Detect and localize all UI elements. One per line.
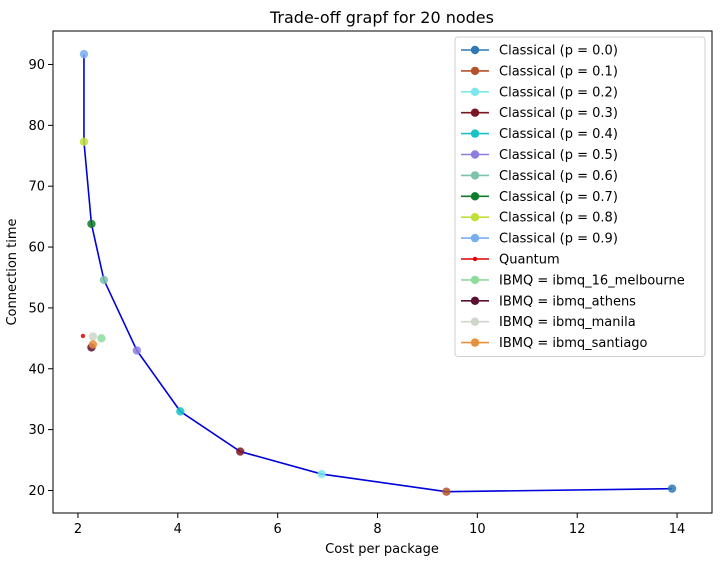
legend-label-5: Classical (p = 0.5) — [499, 148, 618, 163]
y-axis-label: Connection time — [5, 218, 20, 325]
legend-label-3: Classical (p = 0.3) — [499, 106, 618, 121]
legend-marker-14 — [470, 338, 480, 347]
legend-marker-10 — [472, 256, 478, 262]
data-point-2-0 — [317, 469, 326, 479]
data-point-8-0 — [79, 137, 89, 146]
axes-frame — [52, 30, 713, 514]
legend-label-1: Classical (p = 0.1) — [499, 64, 618, 79]
chart-title: Trade-off grapf for 20 nodes — [269, 8, 494, 27]
data-point-4-0 — [176, 407, 185, 416]
x-tick-label-4: 10 — [469, 522, 486, 537]
legend: Classical (p = 0.0) Classical (p = 0.1) Cl… — [454, 36, 706, 357]
data-point-13-0 — [88, 332, 98, 341]
legend-marker-9 — [470, 233, 480, 243]
x-tick-label-6: 14 — [669, 522, 686, 537]
legend-marker-6 — [470, 171, 480, 180]
y-tick-label-4: 60 — [28, 241, 45, 256]
data-point-0-0 — [667, 484, 677, 493]
y-tick-label-1: 30 — [28, 423, 45, 438]
legend-marker-11 — [470, 275, 480, 285]
data-point-1-0 — [442, 487, 451, 496]
y-tick-label-6: 80 — [28, 119, 45, 134]
axis-ticks: 2 4 6 8 10 12 14 20 30 40 50 60 70 80 90 — [28, 58, 685, 537]
legend-marker-0 — [470, 45, 480, 55]
data-point-6-0 — [99, 275, 109, 285]
legend-label-10: Quantum — [499, 253, 560, 268]
legend-marker-5 — [470, 150, 480, 159]
x-tick-label-0: 2 — [74, 522, 82, 537]
legend-label-8: Classical (p = 0.8) — [499, 211, 618, 226]
x-tick-label-1: 4 — [174, 522, 182, 537]
x-tick-label-3: 8 — [373, 522, 381, 537]
y-tick-label-5: 70 — [28, 180, 45, 195]
data-point-11-0 — [97, 334, 106, 343]
x-tick-label-5: 12 — [569, 522, 586, 537]
legend-marker-2 — [470, 87, 480, 97]
legend-label-13: IBMQ = ibmq_manila — [499, 315, 636, 330]
legend-label-12: IBMQ = ibmq_athens — [499, 294, 636, 309]
legend-label-6: Classical (p = 0.6) — [499, 169, 618, 184]
legend-label-4: Classical (p = 0.4) — [499, 127, 618, 142]
legend-marker-12 — [470, 296, 480, 305]
legend-marker-1 — [470, 66, 480, 76]
legend-marker-7 — [470, 192, 480, 201]
legend-label-11: IBMQ = ibmq_16_melbourne — [499, 273, 685, 288]
legend-label-7: Classical (p = 0.7) — [499, 190, 618, 205]
data-point-14-0 — [88, 340, 98, 349]
legend-label-14: IBMQ = ibmq_santiago — [499, 336, 648, 351]
x-tick-label-2: 6 — [274, 522, 282, 537]
frontier-line — [83, 54, 673, 493]
data-point-3-0 — [236, 447, 245, 456]
legend-label-9: Classical (p = 0.9) — [499, 232, 618, 247]
plot-area — [79, 49, 677, 496]
y-tick-label-0: 20 — [28, 484, 45, 499]
legend-marker-13 — [470, 317, 480, 326]
y-tick-label-2: 40 — [28, 362, 45, 377]
legend-marker-8 — [470, 213, 480, 222]
legend-label-0: Classical (p = 0.0) — [499, 44, 618, 59]
legend-label-2: Classical (p = 0.2) — [499, 85, 618, 100]
y-tick-label-7: 90 — [28, 58, 45, 73]
legend-box — [454, 36, 706, 357]
data-point-5-0 — [132, 346, 142, 355]
legend-marker-3 — [470, 108, 480, 117]
x-axis-label: Cost per package — [325, 542, 439, 557]
data-point-9-0 — [79, 49, 89, 59]
data-point-10-0 — [80, 333, 86, 339]
legend-marker-4 — [470, 129, 480, 138]
data-point-7-0 — [87, 219, 96, 229]
y-tick-label-3: 50 — [28, 301, 45, 316]
